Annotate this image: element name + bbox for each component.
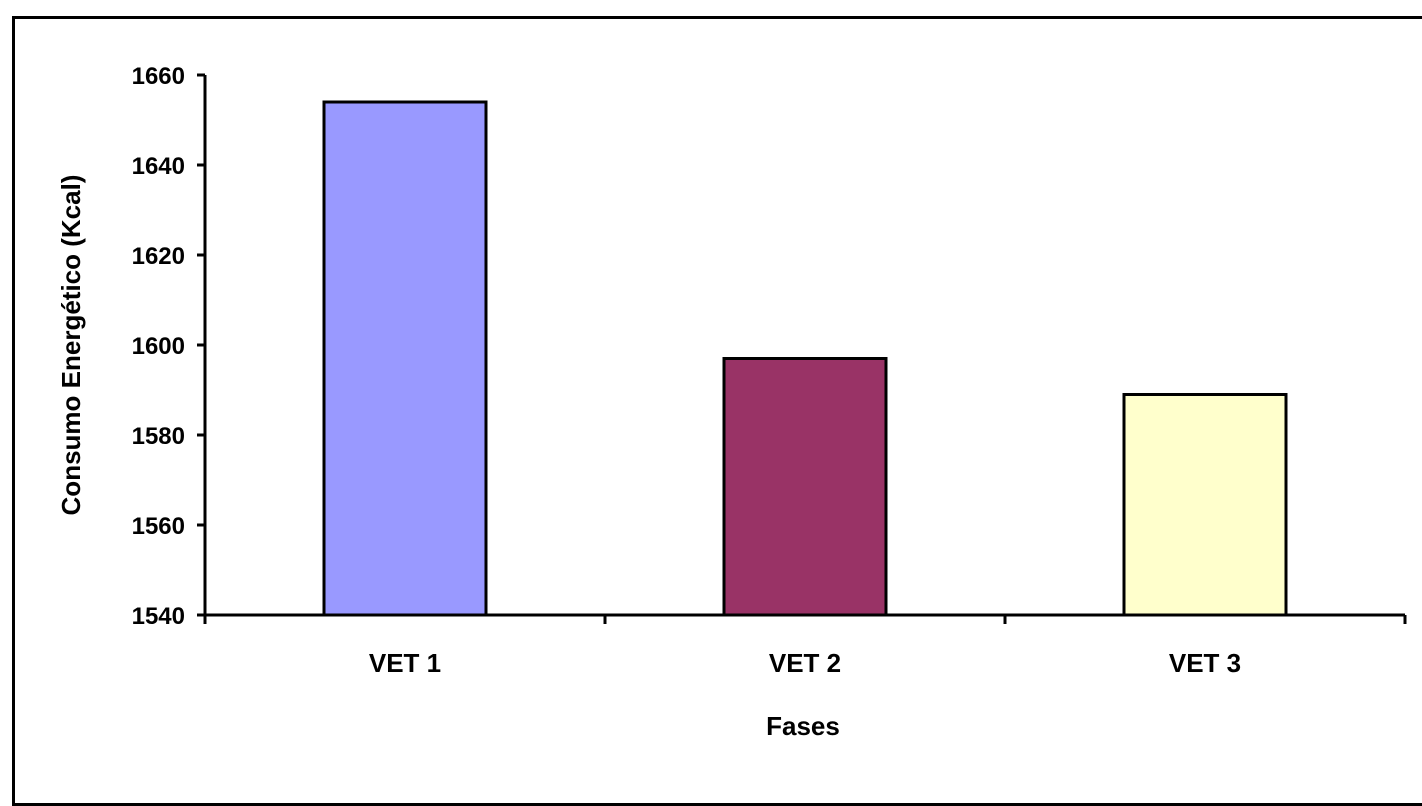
y-axis-title: Consumo Energético (Kcal) — [56, 175, 86, 516]
x-category-label: VET 3 — [1169, 648, 1241, 678]
x-category-label: VET 2 — [769, 648, 841, 678]
y-tick-label: 1560 — [132, 513, 185, 540]
bar-vet-1 — [322, 100, 488, 617]
bar-vet-2 — [722, 357, 888, 617]
y-tick-label: 1640 — [132, 153, 185, 180]
y-tick-label: 1660 — [132, 63, 185, 90]
y-ticks-group: 1540 1560 1580 1600 1620 1640 1660 — [132, 63, 205, 630]
y-tick-label: 1600 — [132, 333, 185, 360]
bar-vet-3 — [1122, 393, 1288, 617]
y-tick-label: 1580 — [132, 423, 185, 450]
y-tick-label: 1540 — [132, 603, 185, 630]
x-category-label: VET 1 — [369, 648, 441, 678]
y-tick-label: 1620 — [132, 243, 185, 270]
x-ticks-group: VET 1 VET 2 VET 3 — [203, 615, 1407, 678]
bars-group — [322, 100, 1288, 617]
x-axis-title: Fases — [766, 711, 840, 741]
